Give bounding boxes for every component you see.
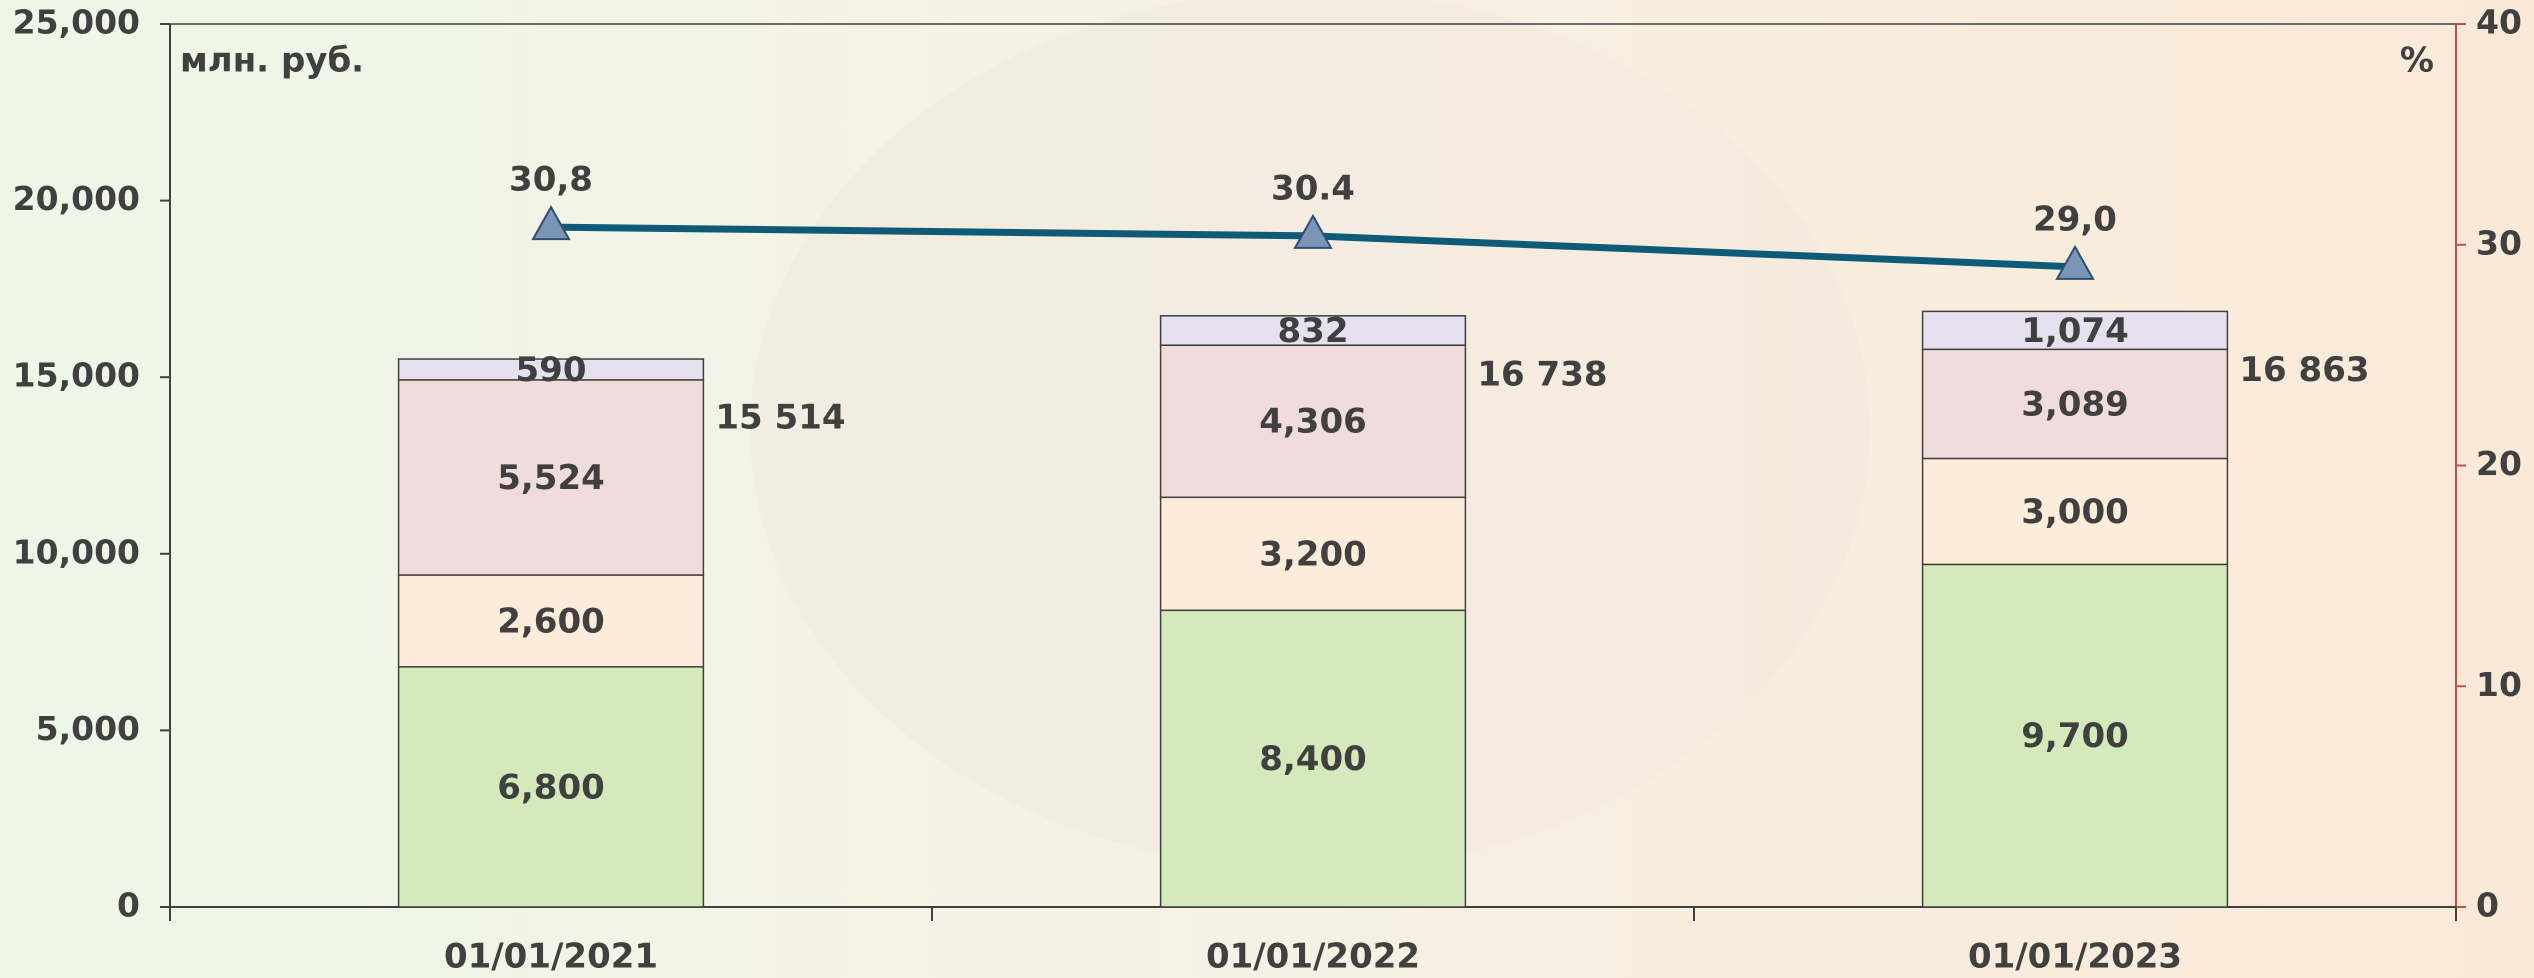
bar-value-label: 8,400 <box>1259 739 1367 779</box>
bar-value-label: 3,000 <box>2021 492 2129 532</box>
y2-tick-label: 0 <box>2476 886 2499 925</box>
bar-value-label: 9,700 <box>2021 716 2129 756</box>
y-tick-label: 25,000 <box>13 3 140 42</box>
y-axis-label: млн. руб. <box>180 41 364 81</box>
total-label: 15 514 <box>715 398 845 438</box>
bar-value-label: 2,600 <box>497 601 605 641</box>
y2-tick-label: 30 <box>2476 223 2522 262</box>
total-label: 16 738 <box>1477 354 1607 394</box>
bar-value-label: 6,800 <box>497 767 605 807</box>
bar-value-label: 3,200 <box>1259 534 1367 574</box>
line-value-label: 29,0 <box>2033 199 2117 239</box>
bar-value-label: 3,089 <box>2021 384 2129 424</box>
y2-tick-label: 40 <box>2476 3 2522 42</box>
y-tick-label: 20,000 <box>13 179 140 218</box>
bar-value-label: 5,524 <box>497 458 605 498</box>
line-value-label: 30.4 <box>1271 168 1355 208</box>
x-tick-label: 01/01/2022 <box>1206 937 1420 977</box>
bar-value-label: 832 <box>1278 311 1349 351</box>
bar-value-label: 1,074 <box>2021 311 2129 351</box>
y-tick-label: 0 <box>117 886 140 925</box>
line-value-label: 30,8 <box>509 160 593 200</box>
x-tick-label: 01/01/2023 <box>1968 937 2182 977</box>
bar-value-label: 4,306 <box>1259 402 1367 442</box>
x-tick-label: 01/01/2021 <box>444 937 658 977</box>
chart: млн. руб. % 0 5,000 10,000 15,000 20,000 25,0… <box>0 0 2534 978</box>
total-label: 16 863 <box>2239 350 2369 390</box>
bar-value-label: 590 <box>516 350 587 390</box>
y2-tick-label: 20 <box>2476 444 2522 483</box>
y-tick-label: 5,000 <box>36 709 140 748</box>
y-tick-label: 15,000 <box>13 356 140 395</box>
y2-axis-label: % <box>2400 41 2434 81</box>
y2-tick-label: 10 <box>2476 665 2522 704</box>
y-tick-label: 10,000 <box>13 532 140 571</box>
